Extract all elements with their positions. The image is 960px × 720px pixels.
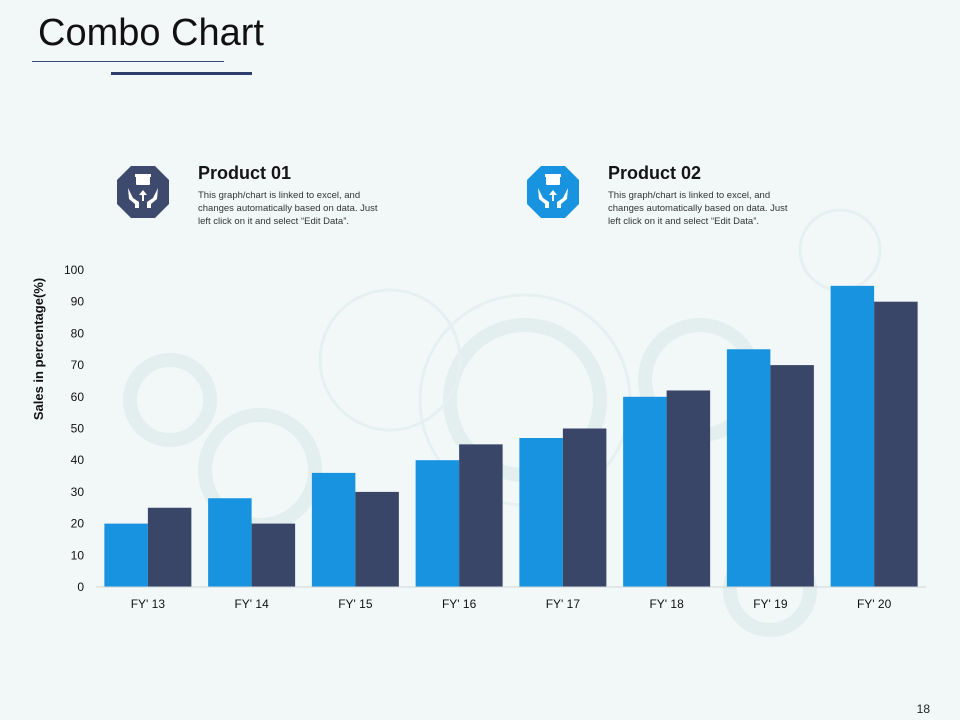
y-tick-label: 100 bbox=[64, 263, 84, 277]
bar-product-02 bbox=[666, 390, 711, 587]
product-02-title: Product 02 bbox=[608, 163, 702, 183]
product-01-desc-line-3: left click on it and select “Edit Data”. bbox=[198, 216, 350, 227]
bar-product-01 bbox=[830, 285, 875, 587]
x-tick-label: FY' 20 bbox=[857, 597, 892, 611]
bar-product-02 bbox=[874, 301, 918, 587]
product-02-description: This graph/chart is linked to excel, and… bbox=[608, 189, 828, 228]
title-underline-thin bbox=[32, 61, 224, 62]
y-tick-label: 0 bbox=[77, 580, 84, 594]
page-title: Combo Chart bbox=[38, 12, 264, 54]
product-01-description: This graph/chart is linked to excel, and… bbox=[198, 189, 418, 228]
y-tick-label: 60 bbox=[71, 390, 85, 404]
product-01-desc-line-2: changes automatically based on data. Jus… bbox=[198, 203, 378, 214]
x-tick-label: FY' 17 bbox=[546, 597, 581, 611]
x-tick-label: FY' 16 bbox=[442, 597, 477, 611]
bar-product-01 bbox=[311, 472, 356, 587]
x-tick-label: FY' 19 bbox=[753, 597, 788, 611]
product-01-title: Product 01 bbox=[198, 163, 292, 183]
bar-product-01 bbox=[726, 349, 771, 587]
y-tick-label: 10 bbox=[71, 548, 85, 562]
y-tick-label: 90 bbox=[71, 295, 85, 309]
bar-product-01 bbox=[623, 396, 667, 587]
bar-product-02 bbox=[770, 365, 814, 587]
bar-product-01 bbox=[208, 498, 252, 587]
x-tick-label: FY' 14 bbox=[234, 597, 269, 611]
product-02-desc-line-3: left click on it and select “Edit Data”. bbox=[608, 216, 760, 227]
x-tick-label: FY' 15 bbox=[338, 597, 373, 611]
bar-product-02 bbox=[355, 491, 399, 587]
hands-gift-icon bbox=[115, 164, 171, 220]
product-02-desc-line-1: This graph/chart is linked to excel, and bbox=[608, 190, 771, 201]
y-tick-label: 40 bbox=[71, 453, 85, 467]
page-number: 18 bbox=[916, 702, 930, 716]
bar-product-02 bbox=[147, 507, 192, 587]
hands-gift-icon bbox=[525, 164, 581, 220]
y-tick-label: 80 bbox=[71, 326, 85, 340]
product-02-desc-line-2: changes automatically based on data. Jus… bbox=[608, 203, 788, 214]
y-tick-label: 30 bbox=[71, 485, 85, 499]
y-axis-label: Sales in percentage(%) bbox=[31, 278, 46, 420]
bar-product-02 bbox=[562, 428, 607, 587]
bar-product-01 bbox=[415, 460, 460, 587]
x-tick-label: FY' 18 bbox=[649, 597, 684, 611]
bar-product-01 bbox=[104, 523, 148, 587]
bar-product-02 bbox=[459, 444, 503, 587]
y-tick-label: 20 bbox=[71, 517, 85, 531]
y-tick-label: 70 bbox=[71, 358, 85, 372]
bar-product-01 bbox=[519, 438, 563, 587]
x-tick-label: FY' 13 bbox=[131, 597, 166, 611]
title-underline-thick bbox=[111, 72, 252, 75]
bar-product-02 bbox=[251, 523, 296, 587]
y-tick-label: 50 bbox=[71, 422, 85, 436]
product-01-desc-line-1: This graph/chart is linked to excel, and bbox=[198, 190, 361, 201]
